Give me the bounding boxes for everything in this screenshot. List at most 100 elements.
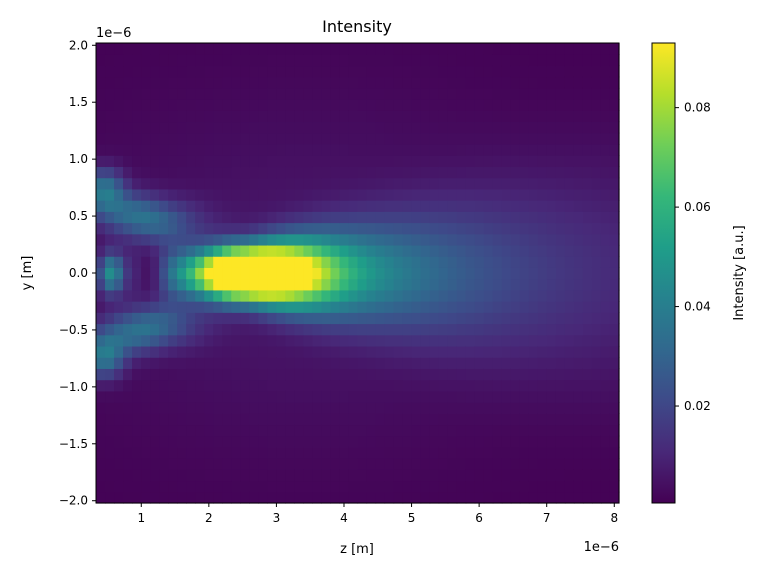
heatmap-cell — [276, 491, 286, 504]
heatmap-cell — [348, 469, 359, 482]
heatmap-cell — [258, 301, 268, 313]
heatmap-cell — [582, 188, 593, 201]
heatmap-cell — [429, 54, 440, 67]
heatmap-cell — [276, 469, 286, 482]
heatmap-cell — [96, 166, 106, 179]
heatmap-cell — [357, 357, 368, 369]
heatmap-cell — [159, 244, 169, 257]
heatmap-cell — [429, 357, 440, 369]
heatmap-cell — [465, 424, 476, 437]
heatmap-cell — [528, 458, 539, 470]
heatmap-cell — [411, 446, 422, 459]
heatmap-cell — [420, 357, 431, 369]
heatmap-cell — [411, 424, 422, 437]
heatmap-cell — [420, 267, 431, 280]
heatmap-cell — [420, 54, 431, 67]
heatmap-cell — [249, 76, 259, 89]
heatmap-cell — [339, 334, 350, 347]
heatmap-cell — [456, 54, 467, 67]
heatmap-cell — [429, 278, 440, 291]
heatmap-cell — [168, 289, 178, 302]
heatmap-cell — [303, 99, 314, 111]
heatmap-cell — [132, 390, 142, 403]
heatmap-cell — [312, 402, 323, 414]
heatmap-cell — [357, 334, 368, 347]
heatmap-cell — [177, 334, 187, 347]
heatmap-cell — [195, 222, 205, 235]
heatmap-cell — [141, 435, 151, 448]
heatmap-cell — [177, 256, 187, 268]
heatmap-cell — [321, 76, 332, 89]
heatmap-cell — [420, 65, 431, 78]
heatmap-cell — [114, 491, 124, 504]
heatmap-cell — [150, 244, 160, 257]
heatmap-cell — [555, 166, 566, 179]
heatmap-cell — [492, 166, 503, 179]
heatmap-cell — [474, 267, 485, 280]
heatmap-cell — [195, 65, 205, 78]
heatmap-cell — [384, 424, 395, 437]
heatmap-cell — [177, 121, 187, 134]
heatmap-cell — [132, 211, 142, 224]
heatmap-cell — [420, 99, 431, 111]
x-tick-label: 4 — [340, 511, 348, 525]
heatmap-cell — [105, 491, 115, 504]
heatmap-cell — [132, 424, 142, 437]
heatmap-cell — [222, 458, 232, 470]
heatmap-cell — [483, 121, 494, 134]
heatmap-cell — [240, 177, 250, 190]
heatmap-cell — [609, 65, 620, 78]
heatmap-cell — [222, 323, 232, 336]
heatmap-cell — [447, 233, 458, 246]
heatmap-cell — [402, 413, 413, 426]
heatmap-cell — [474, 200, 485, 212]
heatmap-cell — [141, 491, 151, 504]
heatmap-cell — [159, 188, 169, 201]
heatmap-cell — [384, 143, 395, 156]
heatmap-cell — [213, 480, 223, 493]
heatmap-cell — [177, 345, 187, 358]
heatmap-cell — [312, 54, 323, 67]
heatmap-cell — [420, 233, 431, 246]
heatmap-cell — [519, 244, 530, 257]
heatmap-cell — [303, 458, 314, 470]
heatmap-cell — [348, 289, 359, 302]
heatmap-cell — [150, 368, 160, 381]
heatmap-cell — [276, 200, 286, 212]
heatmap-cell — [582, 289, 593, 302]
heatmap-cell — [519, 413, 530, 426]
heatmap-cell — [258, 345, 268, 358]
heatmap-cell — [483, 43, 494, 55]
heatmap-cell — [240, 54, 250, 67]
heatmap-cell — [555, 54, 566, 67]
heatmap-cell — [186, 110, 196, 123]
heatmap-cell — [402, 132, 413, 145]
heatmap-cell — [492, 458, 503, 470]
heatmap-cell — [420, 289, 431, 302]
heatmap-cell — [204, 200, 214, 212]
heatmap-cell — [258, 76, 268, 89]
heatmap-cell — [285, 177, 295, 190]
heatmap-cell — [222, 211, 232, 224]
heatmap-cell — [159, 54, 169, 67]
heatmap-cell — [303, 435, 314, 448]
heatmap-cell — [321, 121, 332, 134]
heatmap-cell — [420, 323, 431, 336]
heatmap-cell — [492, 188, 503, 201]
heatmap-cell — [168, 424, 178, 437]
heatmap-cell — [474, 413, 485, 426]
heatmap-cell — [213, 312, 223, 325]
heatmap-cell — [114, 99, 124, 111]
heatmap-cell — [528, 435, 539, 448]
heatmap-cell — [204, 469, 214, 482]
heatmap-cell — [483, 99, 494, 111]
x-offset-label: 1e−6 — [584, 540, 619, 555]
heatmap-cell — [204, 458, 214, 470]
heatmap-cell — [456, 155, 467, 168]
heatmap-cell — [519, 301, 530, 313]
heatmap-cell — [321, 357, 332, 369]
heatmap-cell — [519, 188, 530, 201]
heatmap-cell — [438, 301, 449, 313]
heatmap-cell — [132, 65, 142, 78]
heatmap-cell — [105, 54, 115, 67]
